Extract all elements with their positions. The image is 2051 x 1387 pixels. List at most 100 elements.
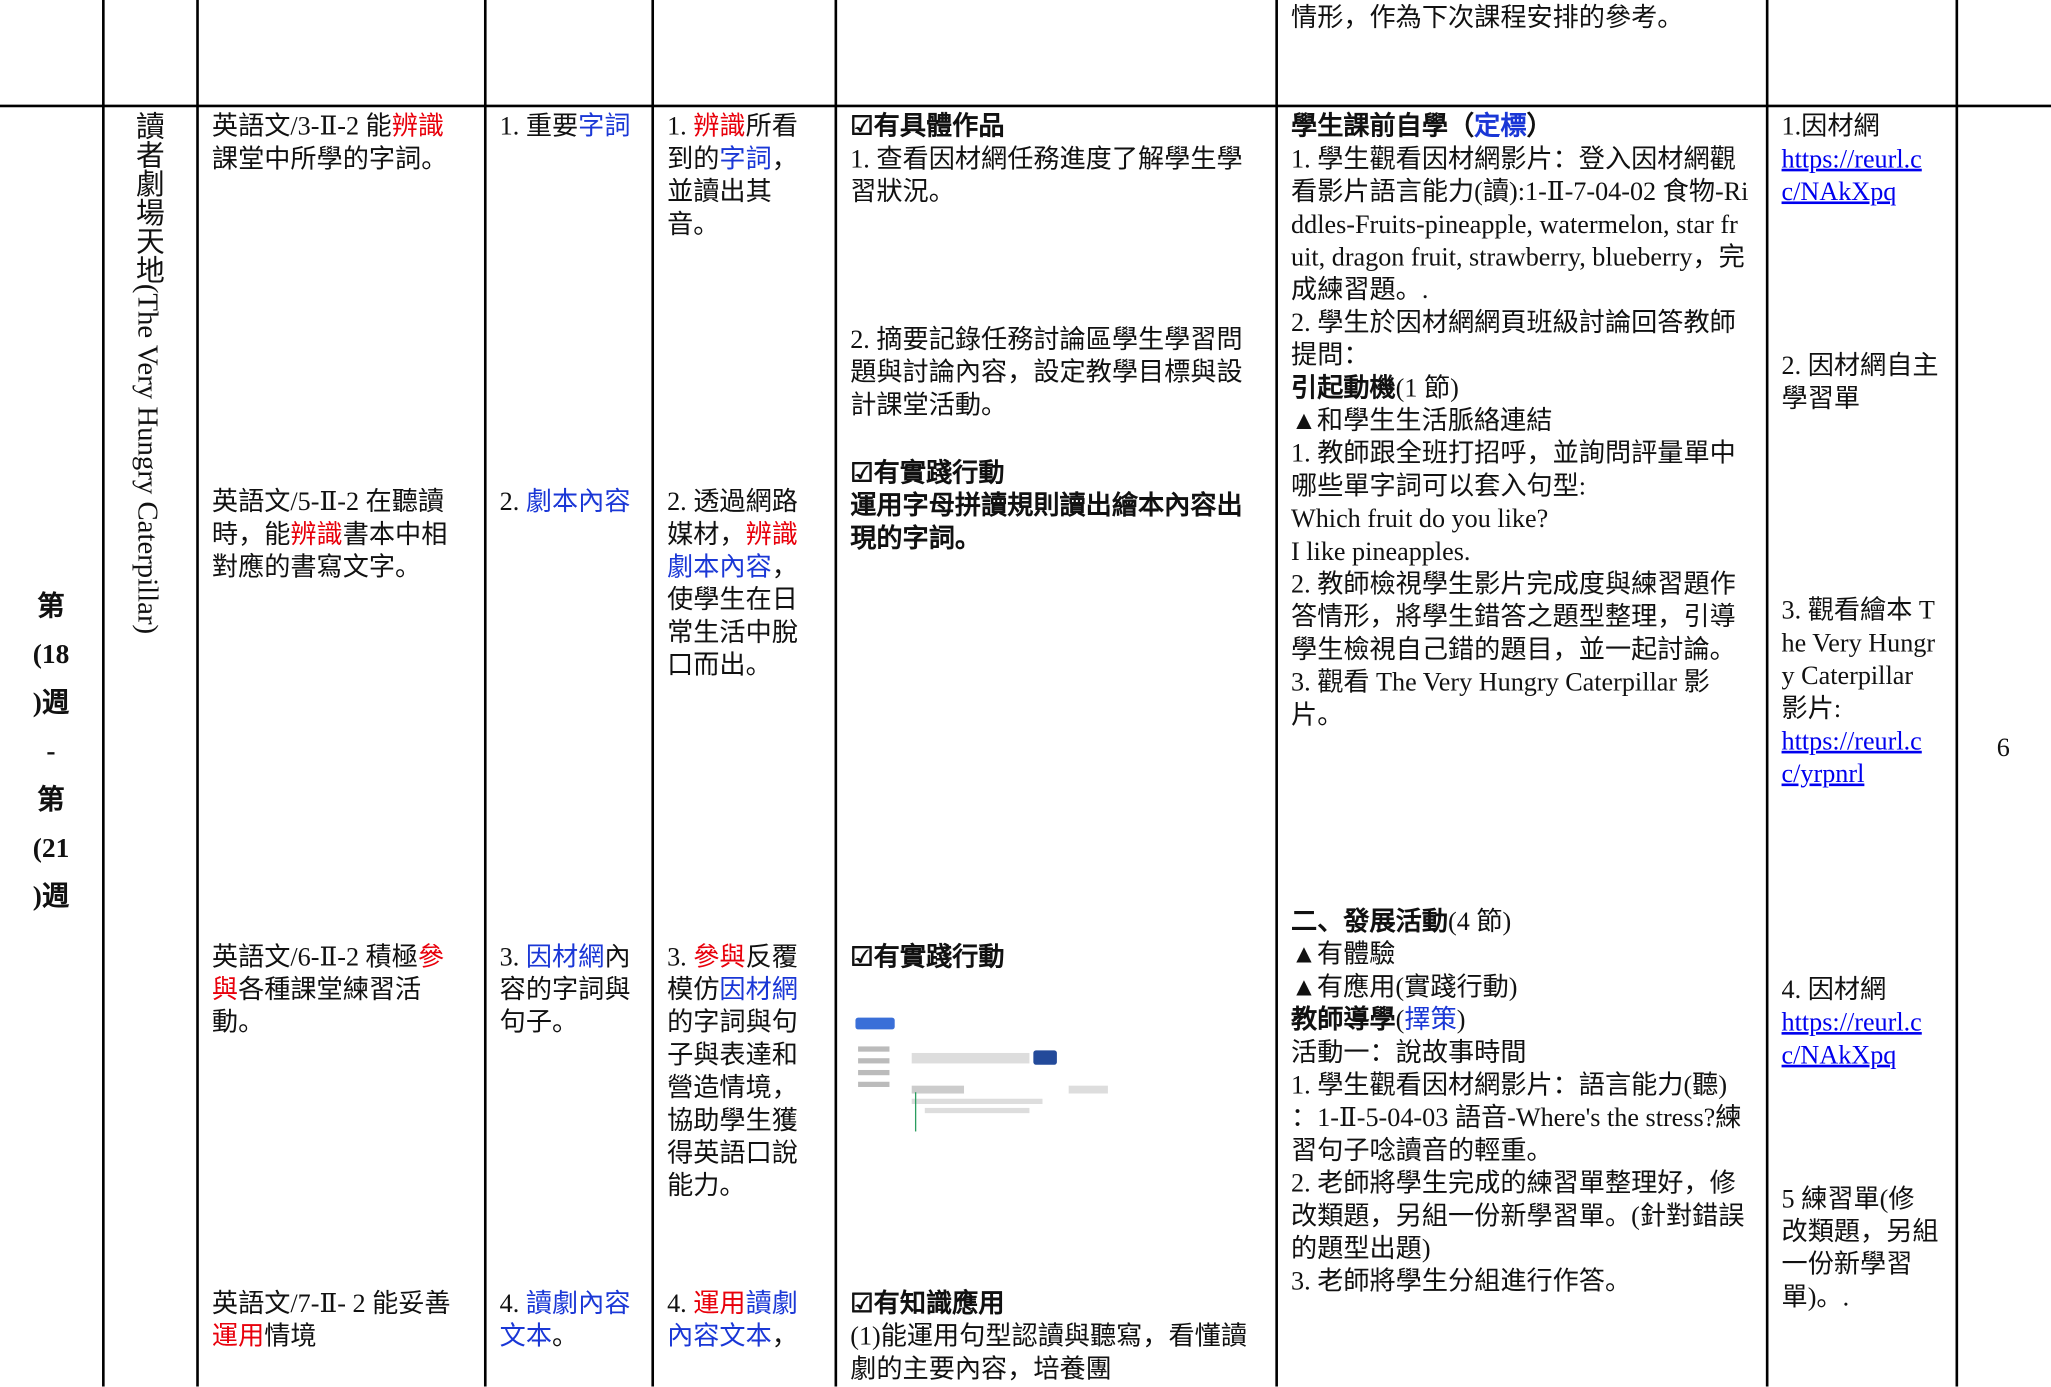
text-run: 各種課堂練習活動。 bbox=[211, 975, 422, 1038]
paragraph: - bbox=[16, 727, 87, 775]
text-run: 書本中相對應的書寫文字。 bbox=[211, 520, 448, 583]
paragraph: 4. 讀劇內容文本。 bbox=[500, 1288, 636, 1353]
cell-block: 6 bbox=[1971, 733, 2035, 766]
paragraph: ▲有應用(實踐行動) bbox=[1291, 972, 1750, 1005]
text-run: 情境 bbox=[264, 1322, 317, 1352]
text-run: 反覆模仿 bbox=[667, 943, 798, 1005]
text-run: (1)能運用句型認讀與聽寫，看懂讀劇的主要內容，培養團 bbox=[850, 1322, 1247, 1384]
text-run: 3. bbox=[667, 943, 694, 972]
cell-block: ☑有知識應用 (1)能運用句型認讀與聽寫，看懂讀劇的主要內容，培養團 bbox=[850, 1288, 1259, 1386]
cell-block: 1. 重要字詞 bbox=[500, 111, 636, 144]
text-run: 第 bbox=[37, 589, 65, 622]
cell-block: 1. 辨識所看到的字詞，並讀出其音。 bbox=[667, 111, 819, 242]
paragraph: )週 bbox=[16, 872, 87, 920]
paragraph: https://reurl.cc/NAkXpq bbox=[1782, 1007, 1940, 1072]
cell-block: 5 練習單(修改類題，另組一份新學習單)。. bbox=[1782, 1184, 1940, 1315]
paragraph: 1. 辨識所看到的字詞，並讀出其音。 bbox=[667, 111, 819, 242]
paragraph: Which fruit do you like? bbox=[1291, 504, 1750, 537]
text-run: 因材網 bbox=[719, 975, 798, 1005]
cell-block: 2. 摘要記錄任務討論區學生學習問題與討論內容，設定教學目標與設計課堂活動。 bbox=[850, 324, 1259, 422]
text-run: 因材網 bbox=[525, 943, 605, 972]
text-run: 課堂中所學的字詞。 bbox=[211, 145, 448, 174]
paragraph: 1. 學生觀看因材網影片：登入因材網觀看影片語言能力(讀):1-Ⅱ-7-04-0… bbox=[1291, 144, 1750, 308]
text-run: 2. bbox=[499, 487, 526, 517]
text-run: 參與 bbox=[211, 943, 445, 1005]
link[interactable]: https://reurl.cc/NAkXpq bbox=[1781, 1008, 1922, 1070]
paragraph: 4. 因材網 bbox=[1782, 974, 1940, 1007]
paragraph: (1)能運用句型認讀與聽寫，看懂讀劇的主要內容，培養團 bbox=[850, 1321, 1259, 1386]
text-run: 辨識 bbox=[693, 112, 746, 142]
text-run: ） bbox=[1526, 112, 1553, 142]
column-border bbox=[651, 0, 654, 1387]
paragraph: 1.因材網 bbox=[1782, 111, 1940, 144]
paragraph: ☑有知識應用 bbox=[850, 1288, 1259, 1321]
paragraph: https://reurl.cc/NAkXpq bbox=[1782, 144, 1940, 209]
paragraph: 3. 老師將學生分組進行作答。 bbox=[1291, 1266, 1750, 1299]
text-run: 3. 觀看繪本 The Very Hungry Caterpillar 影片: bbox=[1781, 596, 1936, 724]
paragraph: 3. 參與反覆模仿因材網的字詞與句子與表達和營造情境，協助學生獲得英語口說能力。 bbox=[667, 942, 819, 1204]
text-run: 二、發展活動 bbox=[1291, 907, 1449, 937]
text-run: 教師導學 bbox=[1291, 1005, 1396, 1035]
text-run: ▲和學生生活脈絡連結 bbox=[1291, 406, 1553, 436]
link[interactable]: https://reurl.cc/yrpnrl bbox=[1781, 727, 1922, 789]
paragraph: 引起動機(1 節) bbox=[1291, 373, 1750, 406]
text-run: 2. 學生於因材網網頁班級討論回答教師提問： bbox=[1291, 308, 1736, 371]
text-run: ☑有實踐行動 bbox=[850, 459, 1005, 488]
text-run: 運用 bbox=[693, 1289, 746, 1319]
cell-block: 英語文/3-Ⅱ-2 能辨識課堂中所學的字詞。 bbox=[212, 111, 468, 176]
column-border bbox=[834, 0, 837, 1387]
cell-block: 英語文/7-Ⅱ- 2 能妥善運用情境 bbox=[212, 1288, 468, 1353]
paragraph: 3. 觀看繪本 The Very Hungry Caterpillar 影片: bbox=[1782, 595, 1940, 726]
paragraph: 二、發展活動(4 節) bbox=[1291, 906, 1750, 939]
paragraph: 第 bbox=[16, 582, 87, 630]
text-run: 讀劇內容文本 bbox=[499, 1289, 631, 1352]
cell-block: 2. 劇本內容 bbox=[500, 487, 636, 520]
text-run: ) bbox=[1456, 1005, 1466, 1035]
paragraph: 1. 查看因材網任務進度了解學生學習狀況。 bbox=[850, 144, 1259, 209]
text-run: 1. bbox=[667, 112, 694, 142]
paragraph: ▲和學生生活脈絡連結 bbox=[1291, 405, 1750, 438]
text-run: 2. 透過網路媒材， bbox=[667, 487, 798, 550]
text-run: ， bbox=[771, 1322, 798, 1352]
paragraph: ☑有具體作品 bbox=[850, 111, 1259, 144]
cell-block: 英語文/5-Ⅱ-2 在聽讀時，能辨識書本中相對應的書寫文字。 bbox=[212, 487, 468, 585]
cell-block: 4. 讀劇內容文本。 bbox=[500, 1288, 636, 1353]
cell-block: ☑有實踐行動運用字母拼讀規則讀出繪本內容出現的字詞。 bbox=[850, 458, 1259, 556]
text-run: ☑有具體作品 bbox=[850, 112, 1005, 142]
paragraph: 2. 摘要記錄任務討論區學生學習問題與討論內容，設定教學目標與設計課堂活動。 bbox=[850, 324, 1259, 422]
text-run: 1. 重要 bbox=[499, 112, 579, 142]
text-run: 英語文/6-Ⅱ-2 積極 bbox=[211, 943, 418, 972]
text-run: 辨識 bbox=[391, 112, 445, 142]
paragraph: 讀者劇場天地(The Very Hungry Caterpillar) bbox=[128, 111, 167, 791]
text-run: (21 bbox=[32, 831, 70, 864]
text-run: 1. 查看因材網任務進度了解學生學習狀況。 bbox=[850, 145, 1243, 207]
text-run: 讀者劇場天地(The Very Hungry Caterpillar) bbox=[132, 111, 165, 635]
text-run: 2. 老師將學生完成的練習單整理好，修改類題，另組一份新學習單。(針對錯誤的題型… bbox=[1291, 1169, 1745, 1264]
text-run: 字詞 bbox=[578, 112, 631, 142]
link[interactable]: https://reurl.cc/NAkXpq bbox=[1781, 145, 1922, 207]
text-run: Which fruit do you like? bbox=[1291, 504, 1549, 534]
text-run: 1.因材網 bbox=[1781, 112, 1880, 142]
column-border bbox=[1765, 0, 1768, 1387]
paragraph: 英語文/6-Ⅱ-2 積極參與各種課堂練習活動。 bbox=[212, 942, 468, 1040]
paragraph: 教師導學(擇策) bbox=[1291, 1005, 1750, 1038]
text-run: 運用 bbox=[211, 1322, 265, 1352]
paragraph: (21 bbox=[16, 824, 87, 872]
paragraph: 2. 老師將學生完成的練習單整理好，修改類題，另組一份新學習單。(針對錯誤的題型… bbox=[1291, 1168, 1750, 1266]
cell-block: 2. 透過網路媒材，辨識劇本內容，使學生在日常生活中脫口而出。 bbox=[667, 487, 819, 683]
text-run: 5 練習單(修改類題，另組一份新學習單)。. bbox=[1781, 1185, 1939, 1312]
paragraph: 3. 因材網內容的字詞與句子。 bbox=[500, 942, 636, 1040]
text-run: 英語文/3-Ⅱ-2 能 bbox=[211, 112, 392, 142]
cell-block: 英語文/6-Ⅱ-2 積極參與各種課堂練習活動。 bbox=[212, 942, 468, 1040]
text-run: 內容的字詞與句子。 bbox=[499, 943, 631, 1038]
text-run: 讀劇內容文本 bbox=[667, 1289, 798, 1352]
column-border bbox=[1275, 0, 1278, 1387]
text-run: 運用字母拼讀規則讀出繪本內容出現的字詞。 bbox=[850, 491, 1243, 554]
text-run: 4. bbox=[499, 1289, 526, 1319]
cell-block: 4. 運用讀劇內容文本， bbox=[667, 1288, 819, 1353]
text-run: 英語文/5-Ⅱ-2 在聽讀時，能 bbox=[211, 487, 445, 550]
text-run: 的字詞與句子與表達和營造情境，協助學生獲得英語口說能力。 bbox=[667, 1008, 798, 1201]
column-border bbox=[1955, 0, 1958, 1387]
text-run: 劇本內容 bbox=[667, 553, 772, 583]
text-run: 學生課前自學（ bbox=[1291, 112, 1475, 142]
